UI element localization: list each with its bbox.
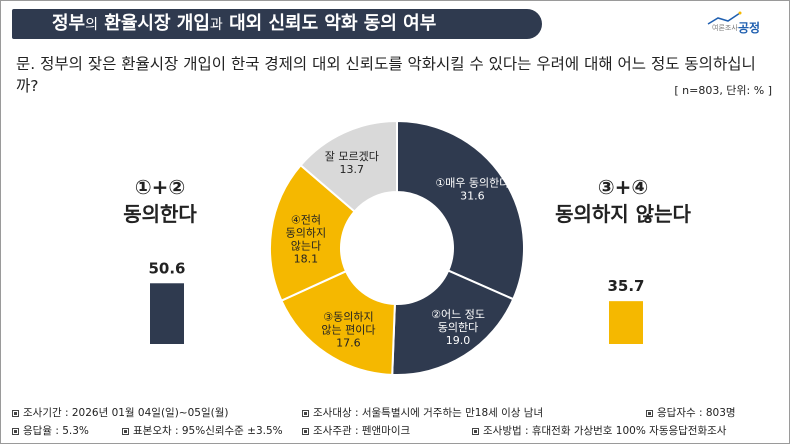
slice-label-2: 않는 편이다	[321, 323, 375, 336]
footer-organizer: 조사주관 : 펜앤마이크	[302, 423, 410, 438]
bullet-icon	[302, 409, 309, 417]
slice-value-3: 18.1	[294, 253, 319, 266]
survey-question: 문. 정부의 잦은 환율시장 개입이 한국 경제의 대외 신뢰도를 악화시킬 수…	[16, 55, 756, 95]
summary-bar-value-1: 35.7	[607, 277, 644, 295]
summary-category-1: 동의하지 않는다	[555, 202, 691, 226]
donut-slice-3	[269, 163, 356, 302]
slice-value-1: 19.0	[446, 334, 471, 347]
donut-slice-2	[280, 269, 396, 376]
donut-slice-4	[299, 119, 398, 213]
slice-label-4: 잘 모르겠다	[325, 150, 379, 163]
footer-period: 조사기간 : 2026년 01월 04일(일)~05일(월)	[12, 405, 228, 420]
donut-slice-0	[396, 119, 525, 301]
slice-value-2: 17.6	[336, 336, 361, 349]
bullet-icon	[12, 409, 19, 417]
title-part-d: 과	[209, 17, 223, 33]
slice-value-0: 31.6	[460, 189, 485, 202]
slice-value-4: 13.7	[340, 163, 365, 176]
slice-label-3: 동의하지	[286, 226, 326, 240]
logo-graph-icon	[707, 11, 742, 25]
title-part-e: 대외 신뢰도 악화 동의 여부	[222, 13, 437, 34]
footer-target: 조사대상 : 서울특별시에 거주하는 만18세 이상 남녀	[302, 405, 543, 420]
bullet-icon	[302, 427, 309, 435]
summary-prefix-1: ③+④	[598, 175, 649, 199]
bullet-icon	[12, 427, 19, 435]
footer-error: 표본오차 : 95%신뢰수준 ±3.5%	[122, 423, 283, 438]
title-part-c: 환율시장 개입	[98, 13, 210, 34]
slice-label-1: ②어느 정도	[431, 308, 485, 321]
logo-text: 공정	[738, 21, 761, 35]
footer-respondents: 응답자수 : 803명	[646, 405, 736, 420]
bullet-icon	[122, 427, 129, 435]
slice-label-1: 동의한다	[438, 321, 478, 334]
summary-bar-1	[609, 301, 643, 344]
summary-bar-0	[150, 283, 184, 344]
donut-slice-1	[391, 269, 515, 376]
footer-response-rate: 응답율 : 5.3%	[12, 423, 89, 438]
slice-label-0: ①매우 동의한다	[435, 176, 509, 189]
summary-prefix-0: ①+②	[135, 175, 186, 199]
slice-label-3: ④전혀	[291, 214, 321, 227]
footer-method: 조사방법 : 휴대전화 가상번호 100% 자동응답전화조사	[472, 423, 726, 438]
slice-label-2: ③동의하지	[323, 309, 373, 323]
title-part-b: 의	[85, 17, 99, 33]
summary-category-0: 동의한다	[123, 202, 197, 226]
summary-bar-value-0: 50.6	[148, 259, 185, 277]
sample-meta: [ n=803, 단위: % ]	[674, 84, 772, 97]
bullet-icon	[646, 409, 653, 417]
bullet-icon	[472, 427, 479, 435]
page-title: 정부의 환율시장 개입과 대외 신뢰도 악화 동의 여부	[12, 9, 542, 39]
title-part-a: 정부	[52, 13, 86, 34]
slice-label-3: 않는다	[291, 240, 321, 253]
logo-subtext: 여론조사	[712, 24, 738, 32]
